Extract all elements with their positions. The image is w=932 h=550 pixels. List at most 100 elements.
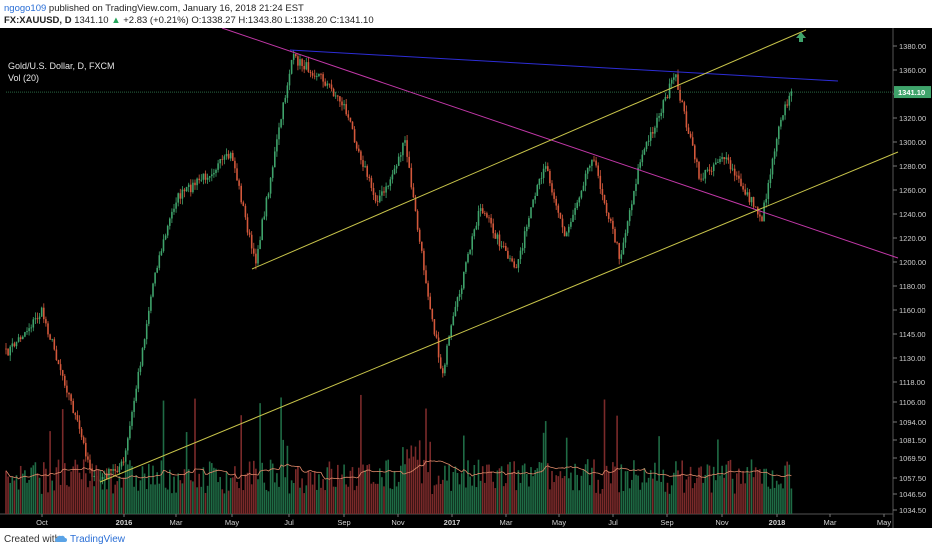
volume-bar — [492, 481, 494, 514]
lower-channel-line[interactable] — [99, 151, 899, 483]
price-tick-label: 1320.00 — [899, 114, 926, 123]
volume-bar — [765, 468, 767, 514]
candle-body — [169, 218, 171, 226]
volume-bar — [532, 476, 534, 514]
candle-body — [633, 191, 635, 205]
author-link[interactable]: ngogo109 — [4, 3, 47, 14]
price-chart[interactable]: 1380.001360.001340.001320.001300.001280.… — [0, 28, 932, 528]
candle-body — [263, 216, 266, 220]
volume-bar — [582, 469, 585, 514]
volume-bar — [55, 467, 58, 514]
volume-bar — [574, 463, 576, 514]
volume-bar — [778, 484, 780, 514]
volume-bar — [442, 479, 444, 514]
candle-body — [57, 360, 60, 365]
volume-bar — [446, 480, 448, 514]
volume-bar — [568, 478, 570, 514]
volume-bar — [431, 493, 434, 514]
volume-bar — [635, 474, 637, 514]
candle-body — [288, 73, 291, 86]
candle-body — [591, 159, 593, 166]
volume-bar — [200, 486, 203, 514]
candle-body — [599, 175, 602, 189]
tradingview-brand-link[interactable]: TradingView — [70, 534, 126, 545]
candle-body — [374, 194, 377, 202]
volume-bar — [166, 489, 169, 514]
candle-body — [477, 210, 480, 226]
candle-body — [303, 65, 305, 70]
volume-bar — [444, 465, 446, 514]
volume-bar — [362, 464, 364, 514]
volume-bar — [72, 466, 74, 514]
candle-body — [353, 129, 356, 143]
volume-bar — [74, 459, 77, 514]
candle-body — [500, 245, 503, 247]
candle-body — [519, 250, 522, 260]
volume-bar — [219, 477, 221, 514]
price-tick-label: 1240.00 — [899, 210, 926, 219]
candle-body — [299, 59, 301, 66]
volume-bar — [183, 469, 186, 514]
candle-body — [437, 337, 440, 358]
candle-body — [463, 271, 465, 289]
volume-bar — [473, 465, 476, 514]
candle-body — [708, 169, 711, 172]
downtrend-trendline[interactable] — [221, 28, 899, 259]
price-tick-label: 1360.00 — [899, 66, 926, 75]
volume-bar — [383, 486, 385, 514]
volume-bar — [528, 486, 530, 514]
volume-bar — [160, 460, 163, 514]
volume-bar — [547, 463, 549, 514]
volume-bar — [11, 476, 14, 514]
volume-bar — [475, 487, 478, 514]
volume-bar — [523, 463, 526, 514]
volume-bar — [364, 470, 366, 514]
candle-body — [517, 259, 520, 268]
volume-bar — [656, 480, 658, 514]
volume-bar — [15, 475, 18, 514]
volume-bar — [467, 460, 469, 514]
candle-body — [748, 192, 751, 203]
candle-body — [645, 141, 648, 150]
candle-body — [276, 139, 278, 152]
volume-bar — [391, 489, 394, 514]
candle-body — [164, 235, 167, 240]
candle-body — [301, 59, 303, 66]
candle-body — [788, 95, 791, 106]
volume-bar — [271, 463, 274, 514]
candle-body — [307, 62, 310, 72]
candle-body — [150, 296, 152, 311]
candle-body — [610, 218, 612, 221]
candle-body — [605, 202, 608, 213]
resistance-trendline[interactable] — [289, 49, 839, 82]
volume-bar — [423, 459, 425, 514]
volume-bar — [169, 469, 171, 514]
volume-bar — [736, 473, 738, 514]
candle-body — [202, 173, 205, 180]
volume-bar — [211, 463, 213, 514]
volume-bar — [754, 467, 757, 514]
volume-bar — [553, 482, 555, 514]
volume-bar — [234, 466, 236, 514]
candle-body — [721, 157, 723, 159]
chart-area[interactable]: 1380.001360.001340.001320.001300.001280.… — [0, 28, 932, 528]
candle-body — [253, 248, 255, 254]
volume-bar — [376, 483, 379, 514]
up-arrow-icon[interactable] — [796, 32, 806, 42]
symbol-label: FX:XAUUSD, D — [4, 15, 72, 26]
volume-bar — [775, 480, 778, 514]
time-tick-label: Sep — [337, 518, 350, 527]
volume-bar — [276, 473, 278, 514]
volume-bar — [402, 447, 404, 514]
volume-bar — [601, 489, 604, 514]
volume-bar — [334, 486, 337, 514]
candle-body — [160, 251, 163, 256]
volume-bar — [202, 467, 205, 514]
volume-bar — [515, 490, 518, 514]
candle-body — [87, 456, 89, 460]
upper-channel-line[interactable] — [251, 29, 807, 270]
volume-bar — [196, 487, 198, 514]
price-axis-panel[interactable] — [893, 28, 932, 528]
volume-bar — [87, 487, 89, 514]
candle-body — [68, 392, 70, 395]
